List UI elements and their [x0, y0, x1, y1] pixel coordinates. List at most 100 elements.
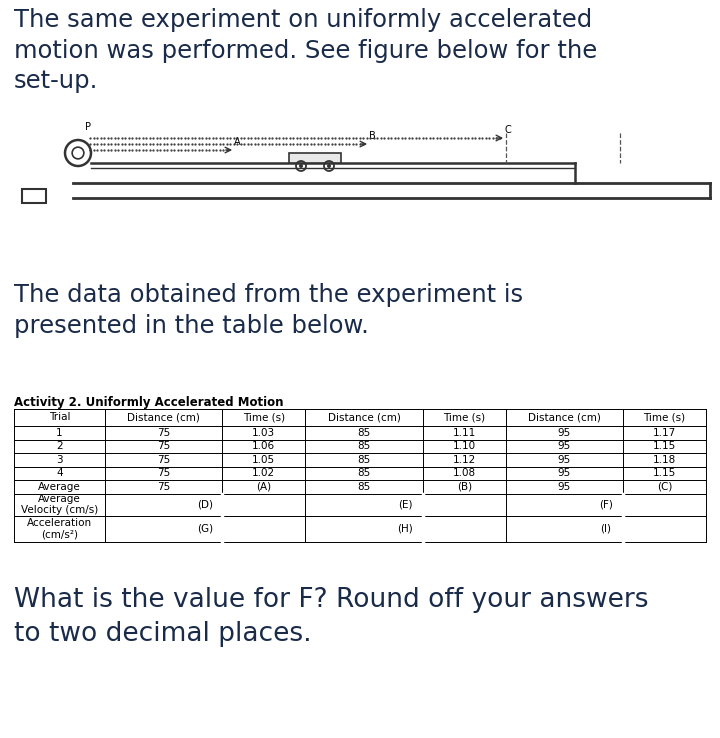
Point: [112, 132, 124, 144]
Text: 75: 75: [157, 428, 170, 438]
Text: 1.10: 1.10: [453, 441, 476, 451]
Point: [84, 138, 96, 150]
Point: [420, 132, 432, 144]
Point: [199, 132, 211, 144]
Point: [325, 132, 337, 144]
Text: (E): (E): [398, 500, 413, 509]
Point: [147, 144, 158, 156]
Point: [186, 144, 197, 156]
Text: P: P: [85, 122, 91, 132]
Text: Acceleration
(cm/s²): Acceleration (cm/s²): [27, 517, 92, 539]
Point: [399, 132, 410, 144]
Point: [417, 132, 428, 144]
Point: [224, 132, 235, 144]
Point: [217, 132, 229, 144]
Point: [315, 138, 327, 150]
Text: Average: Average: [38, 482, 81, 492]
Point: [98, 144, 109, 156]
Point: [270, 138, 282, 150]
Point: [347, 132, 359, 144]
Point: [84, 144, 96, 156]
Point: [105, 144, 117, 156]
Text: 1.15: 1.15: [653, 468, 676, 478]
Text: Time (s): Time (s): [443, 413, 485, 422]
Point: [197, 138, 208, 150]
Point: [189, 138, 201, 150]
Point: [483, 132, 495, 144]
Point: [130, 144, 141, 156]
Point: [186, 138, 197, 150]
Point: [109, 144, 120, 156]
Point: [392, 132, 404, 144]
Text: 1.06: 1.06: [252, 441, 275, 451]
Point: [154, 138, 166, 150]
Point: [438, 132, 449, 144]
Point: [378, 132, 390, 144]
Text: Activity 2. Uniformly Accelerated Motion: Activity 2. Uniformly Accelerated Motion: [14, 396, 284, 409]
Point: [274, 132, 285, 144]
Point: [147, 138, 158, 150]
Text: Time (s): Time (s): [243, 413, 285, 422]
Text: (I): (I): [600, 523, 611, 534]
Point: [246, 138, 257, 150]
Point: [122, 132, 134, 144]
Point: [91, 132, 103, 144]
Point: [325, 138, 337, 150]
Point: [133, 132, 145, 144]
Point: [116, 144, 127, 156]
Point: [217, 138, 229, 150]
Point: [333, 132, 344, 144]
Point: [406, 132, 418, 144]
Point: [455, 132, 467, 144]
Point: [266, 138, 278, 150]
Text: 4: 4: [56, 468, 63, 478]
Text: 75: 75: [157, 455, 170, 465]
Point: [231, 138, 243, 150]
Point: [122, 138, 134, 150]
Point: [88, 132, 99, 144]
Text: Average
Velocity (cm/s): Average Velocity (cm/s): [21, 494, 98, 515]
Text: A: A: [234, 137, 240, 147]
Point: [308, 132, 320, 144]
Point: [396, 132, 408, 144]
Point: [235, 132, 246, 144]
Point: [476, 132, 487, 144]
Point: [294, 138, 306, 150]
Point: [242, 132, 253, 144]
Point: [221, 144, 233, 156]
Point: [298, 132, 310, 144]
Point: [199, 144, 211, 156]
Point: [130, 138, 141, 150]
Point: [172, 144, 184, 156]
Point: [161, 132, 173, 144]
Point: [182, 138, 194, 150]
Point: [161, 144, 173, 156]
Point: [246, 132, 257, 144]
Point: [312, 132, 323, 144]
Point: [434, 132, 446, 144]
Bar: [22, 189, 46, 203]
Point: [451, 132, 463, 144]
Text: 1.15: 1.15: [653, 441, 676, 451]
Point: [449, 132, 460, 144]
Point: [248, 132, 260, 144]
Text: 1.17: 1.17: [653, 428, 676, 438]
Point: [91, 144, 103, 156]
Point: [109, 138, 120, 150]
Text: 85: 85: [357, 482, 371, 492]
Text: (G): (G): [197, 523, 213, 534]
Point: [228, 138, 239, 150]
Point: [256, 138, 267, 150]
Point: [410, 132, 421, 144]
Point: [382, 132, 393, 144]
Point: [319, 138, 330, 150]
Point: [98, 132, 109, 144]
Point: [214, 132, 225, 144]
Point: [203, 138, 215, 150]
Point: [354, 138, 365, 150]
Point: [340, 132, 351, 144]
Point: [221, 132, 233, 144]
Point: [120, 144, 131, 156]
Point: [168, 144, 180, 156]
Point: [294, 132, 306, 144]
